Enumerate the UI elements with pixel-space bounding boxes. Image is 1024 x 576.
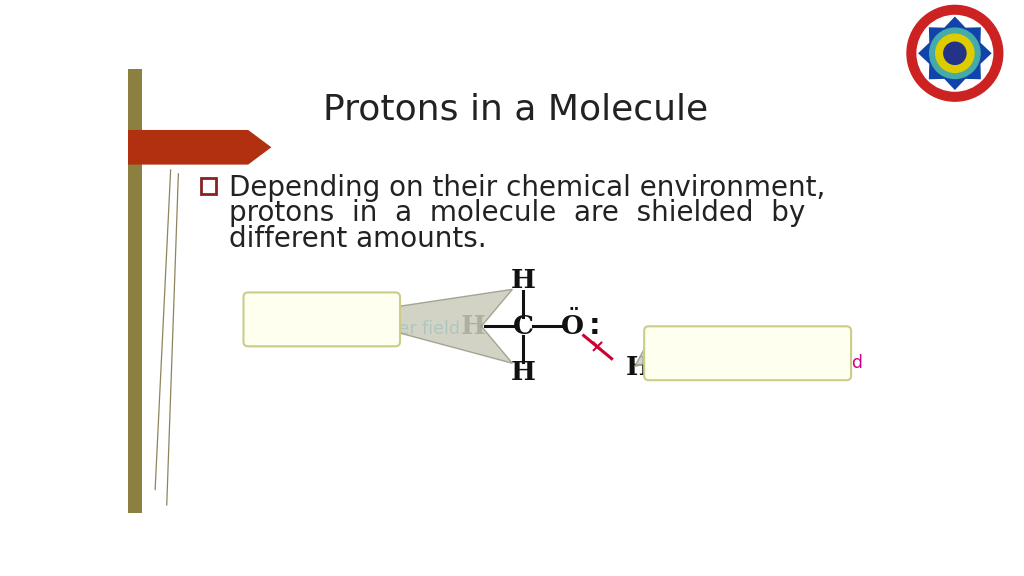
Text: Depending on their chemical environment,: Depending on their chemical environment, [228, 174, 825, 202]
Text: absorbs at a lower field: absorbs at a lower field [658, 354, 863, 372]
Circle shape [907, 5, 1002, 101]
Text: H: H [461, 314, 486, 339]
Text: ×: × [590, 338, 605, 356]
Text: Protons in a Molecule: Protons in a Molecule [323, 93, 708, 127]
Text: :: : [589, 312, 600, 340]
Circle shape [944, 42, 966, 65]
Text: protons  in  a  molecule  are  shielded  by: protons in a molecule are shielded by [228, 199, 805, 228]
Polygon shape [919, 17, 991, 90]
Text: O: O [561, 314, 585, 339]
Circle shape [936, 34, 974, 73]
Polygon shape [635, 343, 647, 366]
Text: H: H [511, 360, 536, 385]
Text: H: H [626, 355, 650, 380]
Circle shape [918, 16, 992, 91]
Text: different amounts.: different amounts. [228, 225, 486, 253]
Text: less shielded,: less shielded, [658, 335, 777, 353]
FancyBboxPatch shape [201, 179, 216, 194]
FancyBboxPatch shape [644, 326, 851, 380]
Circle shape [930, 28, 980, 78]
Polygon shape [395, 289, 512, 363]
Text: more shielded,: more shielded, [256, 301, 386, 319]
Text: ··: ·· [568, 302, 580, 317]
Text: absorb at a higher field: absorb at a higher field [256, 320, 460, 338]
Text: C: C [513, 314, 534, 339]
FancyBboxPatch shape [244, 293, 400, 346]
FancyBboxPatch shape [128, 69, 142, 513]
Text: H: H [511, 268, 536, 293]
Polygon shape [128, 130, 271, 165]
